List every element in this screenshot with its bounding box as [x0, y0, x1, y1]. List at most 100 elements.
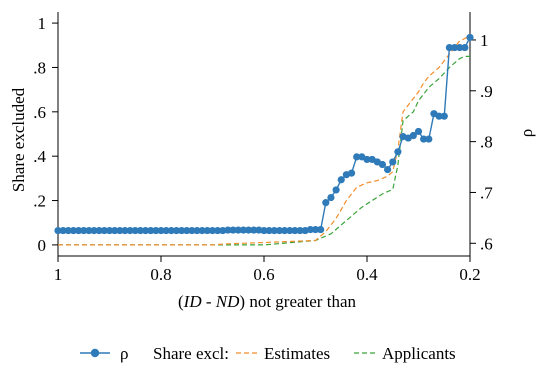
series-rho-point [425, 135, 433, 143]
series-rho-point [54, 226, 62, 235]
series-rho-point [281, 226, 289, 235]
y-right-tick-label: .9 [480, 82, 493, 101]
y-axis-left-label: Share excluded [9, 87, 28, 192]
y-left-tick-label: 0 [38, 236, 47, 255]
series-rho-point [445, 43, 453, 52]
series-rho-point [466, 33, 474, 42]
series-rho-point [306, 225, 314, 234]
y-axis-right-label: ρ [517, 129, 536, 137]
series-rho-point [420, 135, 428, 143]
y-right-tick-label: .6 [480, 234, 493, 253]
series-rho-point [100, 226, 108, 235]
series-rho-point [317, 225, 325, 234]
series-rho-point [296, 226, 304, 235]
series-rho-point [141, 226, 150, 235]
series-rho-point [131, 226, 139, 235]
series-rho-point [239, 226, 247, 234]
x-axis: 1 0.8 0.6 0.4 0.2 [54, 255, 481, 284]
series-rho-point [347, 169, 356, 177]
series-rho-point [456, 43, 464, 52]
x-axis-label: (ID - ND) not greater than [178, 292, 357, 311]
x-axis-label-id: ID [183, 292, 203, 311]
y-right-tick-label: .8 [480, 133, 493, 152]
x-tick-label: 1 [54, 265, 63, 284]
x-tick-label: 0.8 [150, 265, 171, 284]
series-rho-point [229, 226, 237, 234]
legend-rho-swatch-marker [90, 348, 100, 358]
series-rho-point [69, 226, 78, 235]
series-rho-point [157, 226, 165, 235]
x-tick-label: 0.6 [253, 265, 274, 284]
series-rho-point [80, 226, 88, 235]
series-rho-point [414, 127, 423, 136]
series-rho-point [394, 148, 402, 156]
legend-rho-label: ρ [120, 344, 128, 363]
series-rho-point [260, 226, 268, 235]
series-rho-point [188, 226, 196, 235]
series-rho [54, 33, 474, 235]
series-applicants-line [58, 55, 470, 246]
series-rho-point [59, 226, 67, 235]
y-axis-right: .6 .7 .8 .9 1 [469, 12, 493, 256]
series-rho-point [291, 226, 299, 235]
series-rho-point [162, 226, 170, 235]
y-left-tick-label: .4 [33, 147, 46, 166]
series-rho-point [450, 43, 459, 52]
series-rho-point [435, 112, 443, 120]
series-rho-point [311, 225, 320, 234]
series-rho-point [183, 226, 191, 235]
y-right-tick-label: .7 [480, 183, 493, 202]
series-rho-point [178, 226, 186, 235]
y-right-tick-label: 1 [480, 31, 489, 50]
series-rho-point [111, 226, 119, 235]
series-rho-point [389, 158, 397, 166]
series-rho-point [234, 226, 242, 234]
series-rho-point [275, 226, 284, 235]
series-rho-point [286, 226, 294, 235]
series-rho-point [265, 226, 273, 235]
x-axis-label-post: ) not greater than [239, 292, 356, 311]
series-rho-point [167, 226, 175, 235]
series-rho-point [198, 226, 206, 235]
x-axis-label-pre: ( [178, 292, 184, 311]
series-rho-point [461, 43, 469, 52]
x-tick-label: 0.2 [459, 265, 480, 284]
y-left-tick-label: 1 [38, 14, 47, 33]
series-rho-point [105, 226, 114, 235]
series-rho-point [64, 226, 72, 235]
series-rho-point [250, 226, 258, 234]
series-rho-point [90, 226, 98, 235]
series-rho-point [172, 226, 181, 235]
series-rho-line [58, 37, 471, 232]
series-rho-point [409, 131, 417, 140]
series-rho-point [440, 112, 448, 120]
series-rho-point [193, 226, 201, 235]
series-rho-point [136, 226, 144, 235]
x-tick-label: 0.4 [356, 265, 378, 284]
legend-applicants-label: Applicants [382, 344, 456, 363]
series-rho-point [270, 226, 278, 235]
series-rho-point [322, 199, 330, 207]
series-rho-point [384, 165, 392, 174]
series-rho-point [224, 226, 232, 234]
legend: ρ Share excl: Estimates Applicants [80, 344, 456, 363]
y-axis-left: 0 .2 .4 .6 .8 1 [33, 12, 59, 256]
series-rho-point [116, 226, 124, 235]
series-rho-point [353, 153, 361, 161]
series-rho-point [332, 186, 340, 194]
series-rho-point [214, 226, 222, 235]
series-rho-point [208, 226, 217, 235]
y-left-tick-label: .2 [33, 192, 46, 211]
series-rho-point [378, 160, 387, 169]
legend-share-excl-label: Share excl: [153, 344, 229, 363]
series-rho-point [337, 176, 345, 184]
series-rho-point [121, 226, 129, 235]
series-rho-point [147, 226, 155, 235]
y-left-tick-label: .8 [33, 58, 46, 77]
series-rho-point [95, 226, 103, 235]
series-rho-point [126, 226, 134, 235]
series-rho-point [203, 226, 211, 235]
series-rho-point [75, 226, 83, 235]
series-rho-point [85, 226, 93, 235]
